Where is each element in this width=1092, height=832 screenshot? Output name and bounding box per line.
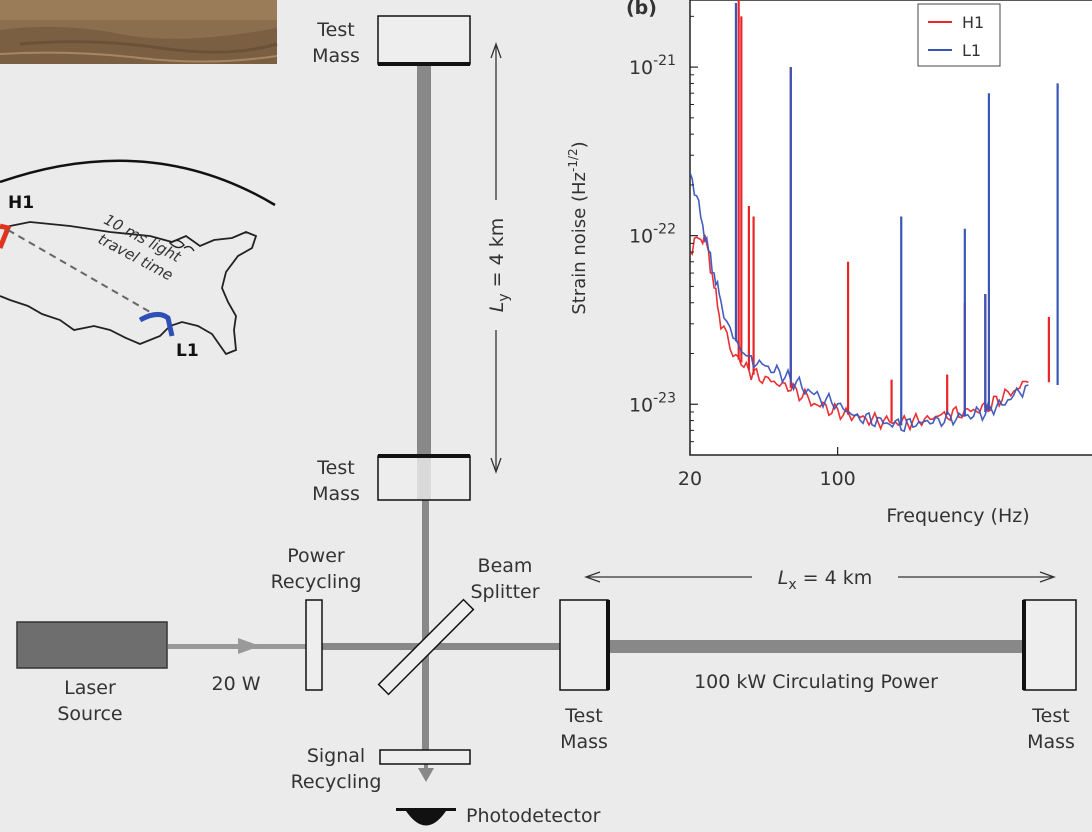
x-tick-label-0: 20 [678,468,702,490]
plot-area [689,0,1092,456]
lx-length-label: Lx = 4 km [778,567,873,593]
series-line-h1 [690,234,1029,432]
us-outline [0,221,258,356]
great-lakes [168,239,195,252]
strain-noise-chart: 20 100 10-21 10-22 10-23 Frequency (Hz) Strain… [566,0,1092,527]
test-mass-mid-label-1: Test [316,457,354,479]
series-line-l1 [690,172,1029,433]
x-arm-beam [608,640,1024,653]
test-mass-x-inner [559,599,609,691]
earth-horizon-arc [0,159,276,207]
legend-label-h1: H1 [962,13,984,32]
y-tick-label-0: 10-21 [629,53,676,79]
laser-to-prm-beam [168,644,306,649]
circulating-power-label: 100 kW Circulating Power [694,671,938,693]
y-arm-beam [417,64,431,456]
beam-splitter [377,598,475,696]
travel-path-line [7,229,151,313]
us-map: H1 L1 10 ms light travel time [0,159,276,361]
site-l1-label: L1 [176,341,199,361]
test-mass-top-label-1: Test [316,19,354,41]
laser-beam-arrowhead [238,638,260,654]
signal-recycling-label-1: Signal [307,745,365,767]
lx-dimension-arrow [584,571,1056,583]
y-tick-label-2: 10-23 [629,390,676,416]
beam-splitter-label-1: Beam [478,555,533,577]
ly-dimension-arrow [490,42,502,474]
power-recycling-label-1: Power [287,545,345,567]
signal-recycling-label-2: Recycling [291,771,382,793]
legend-box [917,3,1001,67]
test-mass-top [377,15,471,65]
l1-site-marker [138,312,175,337]
test-mass-mid [377,455,471,501]
photodetector-label: Photodetector [466,805,601,827]
laser-source-label-1: Laser [64,677,116,699]
y-axis-label: Strain noise (Hz-1/2) [566,141,590,314]
prm-to-bs-beam [322,643,560,650]
power-recycling-label-2: Recycling [271,571,362,593]
y-arm-beam-lower [422,500,429,750]
x-axis-label: Frequency (Hz) [886,505,1029,527]
power-recycling-mirror [305,599,323,691]
test-mass-x-inner-label-2: Mass [560,731,608,753]
signal-recycling-mirror [379,749,471,765]
test-mass-top-label-2: Mass [312,45,360,67]
test-mass-x-end-label-2: Mass [1027,731,1075,753]
h1-site-marker [0,223,12,249]
laser-source-label-2: Source [57,703,122,725]
output-beam-arrowhead [418,768,434,782]
legend-label-l1: L1 [962,41,981,60]
photodetector [396,808,456,826]
laser-source-box [16,621,168,669]
panel-label: (b) [626,0,657,19]
ly-length-label: Ly = 4 km [486,218,512,313]
output-beam [424,762,428,772]
site-h1-label: H1 [8,193,34,213]
x-tick-label-1: 100 [820,468,856,490]
aerial-photo [0,0,278,64]
beam-splitter-label-2: Splitter [470,581,539,603]
y-tick-label-1: 10-22 [629,222,676,248]
test-mass-mid-label-2: Mass [312,483,360,505]
test-mass-x-inner-label-1: Test [564,705,602,727]
test-mass-x-end [1023,599,1077,691]
series-group [690,0,1059,433]
test-mass-x-end-label-1: Test [1031,705,1069,727]
laser-power-label: 20 W [211,673,260,695]
